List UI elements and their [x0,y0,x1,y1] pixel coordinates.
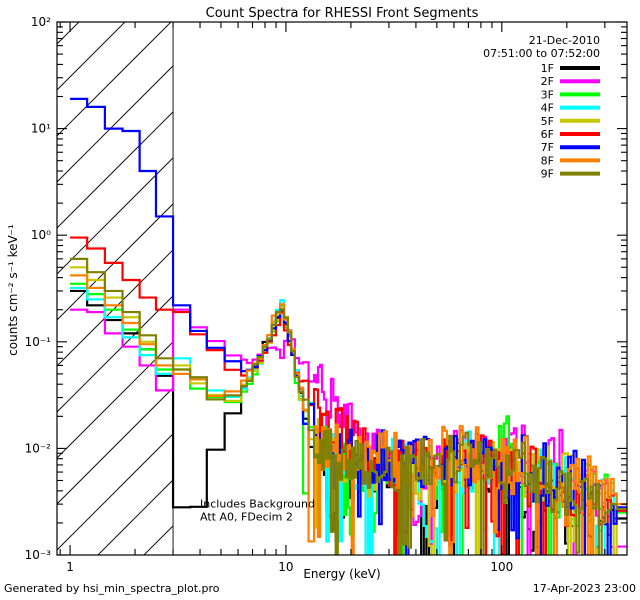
y-tick-label: 10⁻¹ [25,335,52,349]
legend-label-3f: 3F [541,88,554,101]
y-tick-label: 10² [31,15,51,29]
y-axis-ticks [57,21,627,556]
legend-label-8f: 8F [541,154,554,167]
spectrum-curve-7f [70,97,627,555]
legend-label-7f: 7F [541,141,554,154]
y-tick-label: 10⁻³ [25,548,52,562]
observation-date: 21-Dec-2010 [529,34,600,47]
legend-label-4f: 4F [541,102,554,115]
y-tick-label: 10⁰ [31,228,51,242]
x-tick-label: 100 [490,560,513,574]
plot-annotation-1: Includes Background [200,497,315,510]
y-axis-tick-labels: 10⁻³ 10⁻² 10⁻¹ 10⁰ 10¹ 10² [25,15,52,562]
legend-label-5f: 5F [541,115,554,128]
y-tick-label: 10¹ [31,122,51,136]
plot-frame [56,21,628,556]
legend-label-1f: 1F [541,62,554,75]
spectrum-curve-2f [70,308,627,555]
observation-time-range: 07:51:00 to 07:52:00 [483,47,600,60]
x-axis-label: Energy (keV) [303,567,380,581]
plot-annotation-2: Att A0, FDecim 2 [200,511,293,524]
x-tick-label: 1 [66,560,74,574]
legend-label-6f: 6F [541,128,554,141]
spectrum-series-group [70,97,627,555]
page-title: Count Spectra for RHESSI Front Segments [206,6,479,21]
legend-label-9f: 9F [541,168,554,181]
legend-label-2f: 2F [541,75,554,88]
spectrum-curve-9f [70,257,627,555]
footer-generator-text: Generated by hsi_min_spectra_plot.pro [4,582,220,595]
x-axis-tick-labels: 1 10 100 [66,560,513,574]
y-tick-label: 10⁻² [25,441,52,455]
x-tick-label: 10 [278,560,293,574]
y-axis-label: counts cm⁻² s⁻¹ keV⁻¹ [6,224,20,356]
footer-timestamp: 17-Apr-2023 23:00 [533,582,636,595]
